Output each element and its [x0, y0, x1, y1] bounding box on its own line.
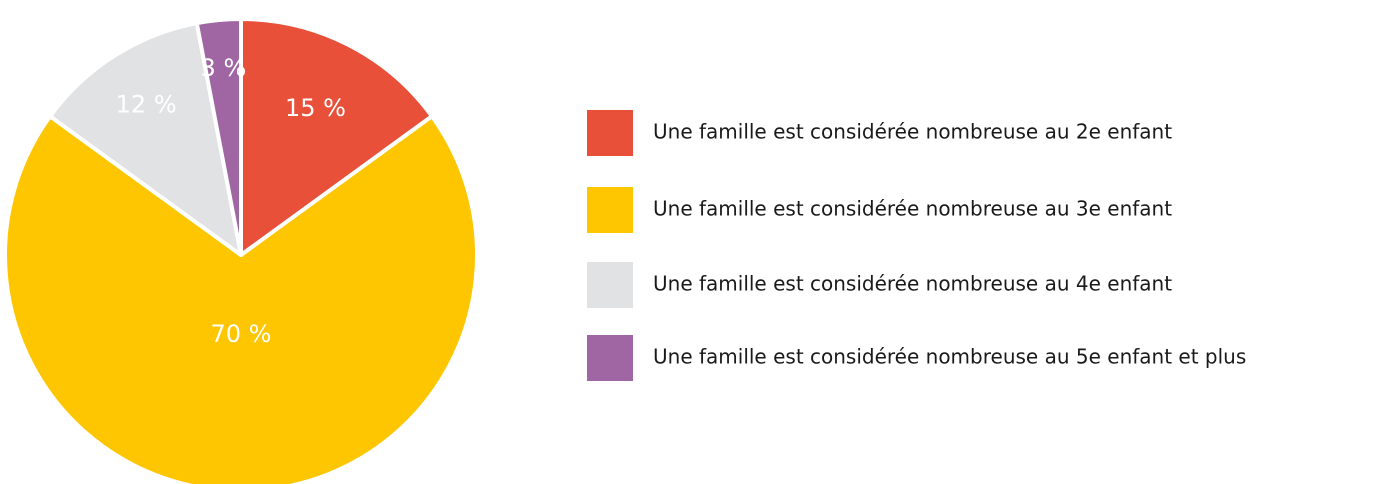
data-label: 15 % — [285, 94, 346, 122]
legend-swatch — [587, 187, 633, 233]
legend-swatch — [587, 110, 633, 156]
legend-swatch — [587, 262, 633, 308]
pie-slice — [239, 17, 434, 257]
legend-label: Une famille est considérée nombreuse au … — [653, 197, 1172, 221]
data-label: 70 % — [211, 320, 272, 348]
legend-label: Une famille est considérée nombreuse au … — [653, 345, 1246, 369]
pie-slice — [48, 21, 243, 257]
legend-label: Une famille est considérée nombreuse au … — [653, 272, 1172, 296]
data-label: 3 % — [201, 54, 247, 82]
legend-label: Une famille est considérée nombreuse au … — [653, 120, 1172, 144]
pie-slice — [3, 114, 479, 484]
data-label: 12 % — [116, 91, 177, 119]
pie-slice — [194, 17, 243, 257]
legend-swatch — [587, 335, 633, 381]
